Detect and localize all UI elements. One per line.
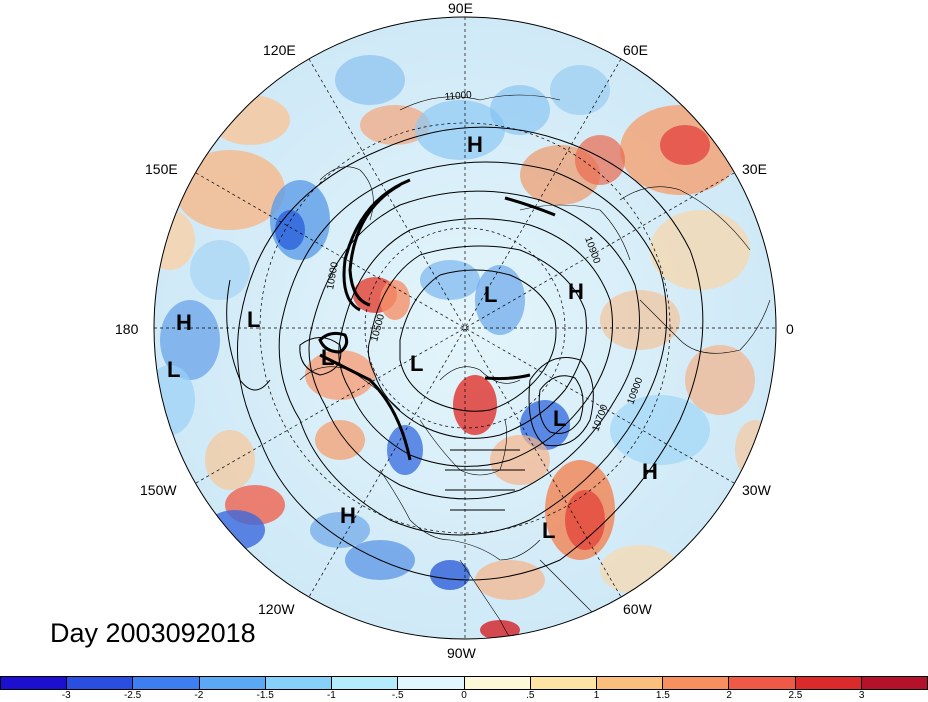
- low-pressure-label: L: [410, 351, 423, 376]
- colorbar-swatch: [729, 677, 795, 689]
- anomaly-shading: [145, 17, 776, 640]
- lon-label-0: 0: [786, 321, 794, 337]
- colorbar-tick-label: -2: [194, 690, 203, 701]
- colorbar-tick-label: 3: [859, 690, 865, 701]
- high-pressure-label: H: [176, 310, 192, 335]
- colorbar-swatch: [332, 677, 398, 689]
- colorbar-tick-label: 0: [461, 690, 467, 701]
- colorbar-tick-labels: -3 -2.5 -2 -1.5 -1 -.5 0 .5 1 1.5 2 2.5 3: [0, 690, 928, 702]
- lon-label-150W: 150W: [140, 482, 177, 498]
- colorbar-swatch: [663, 677, 729, 689]
- colorbar-tick-label: 2: [726, 690, 732, 701]
- colorbar-swatch: [398, 677, 464, 689]
- colorbar-swatch: [266, 677, 332, 689]
- colorbar-swatch: [465, 677, 531, 689]
- lon-label-120W: 120W: [258, 601, 295, 617]
- polar-stereographic-map: 90E 60E 30E 0 30W 60W 90W 120W 150W 180 …: [0, 0, 928, 702]
- lon-label-120E: 120E: [263, 42, 296, 58]
- colorbar-swatch: [133, 677, 199, 689]
- colorbar-swatch: [1, 677, 67, 689]
- colorbar-tick-label: .5: [526, 690, 534, 701]
- low-pressure-label: L: [247, 307, 260, 332]
- low-pressure-label: L: [542, 518, 555, 543]
- colorbar-tick-label: -3: [62, 690, 71, 701]
- high-pressure-label: H: [568, 279, 584, 304]
- lon-label-60E: 60E: [623, 42, 648, 58]
- colorbar-tick-label: -.5: [392, 690, 404, 701]
- high-pressure-label: H: [340, 503, 356, 528]
- lon-label-60W: 60W: [623, 601, 653, 617]
- colorbar-tick-label: 1.5: [656, 690, 670, 701]
- low-pressure-label: L: [484, 282, 497, 307]
- colorbar-swatch: [796, 677, 862, 689]
- low-pressure-label: L: [553, 406, 566, 431]
- colorbar-tick-label: -1.5: [257, 690, 274, 701]
- colorbar-swatch: [67, 677, 133, 689]
- colorbar-swatch: [200, 677, 266, 689]
- lon-label-150E: 150E: [145, 161, 178, 177]
- colorbar-tick-label: -2.5: [124, 690, 141, 701]
- colorbar-tick-label: 1: [594, 690, 600, 701]
- lon-label-90W: 90W: [447, 645, 477, 661]
- lon-label-30W: 30W: [742, 482, 772, 498]
- colorbar: [0, 676, 928, 690]
- colorbar-tick-label: -1: [327, 690, 336, 701]
- low-pressure-label: L: [321, 345, 334, 370]
- colorbar-tick-label: 2.5: [788, 690, 802, 701]
- lon-label-180: 180: [115, 321, 139, 337]
- colorbar-swatch: [862, 677, 927, 689]
- low-pressure-label: L: [167, 357, 180, 382]
- colorbar-swatch: [597, 677, 663, 689]
- date-title: Day 2003092018: [50, 618, 256, 649]
- high-pressure-label: H: [642, 459, 658, 484]
- lon-label-90E: 90E: [448, 0, 473, 16]
- high-pressure-label: H: [467, 132, 483, 157]
- lon-label-30E: 30E: [742, 161, 767, 177]
- colorbar-swatch: [531, 677, 597, 689]
